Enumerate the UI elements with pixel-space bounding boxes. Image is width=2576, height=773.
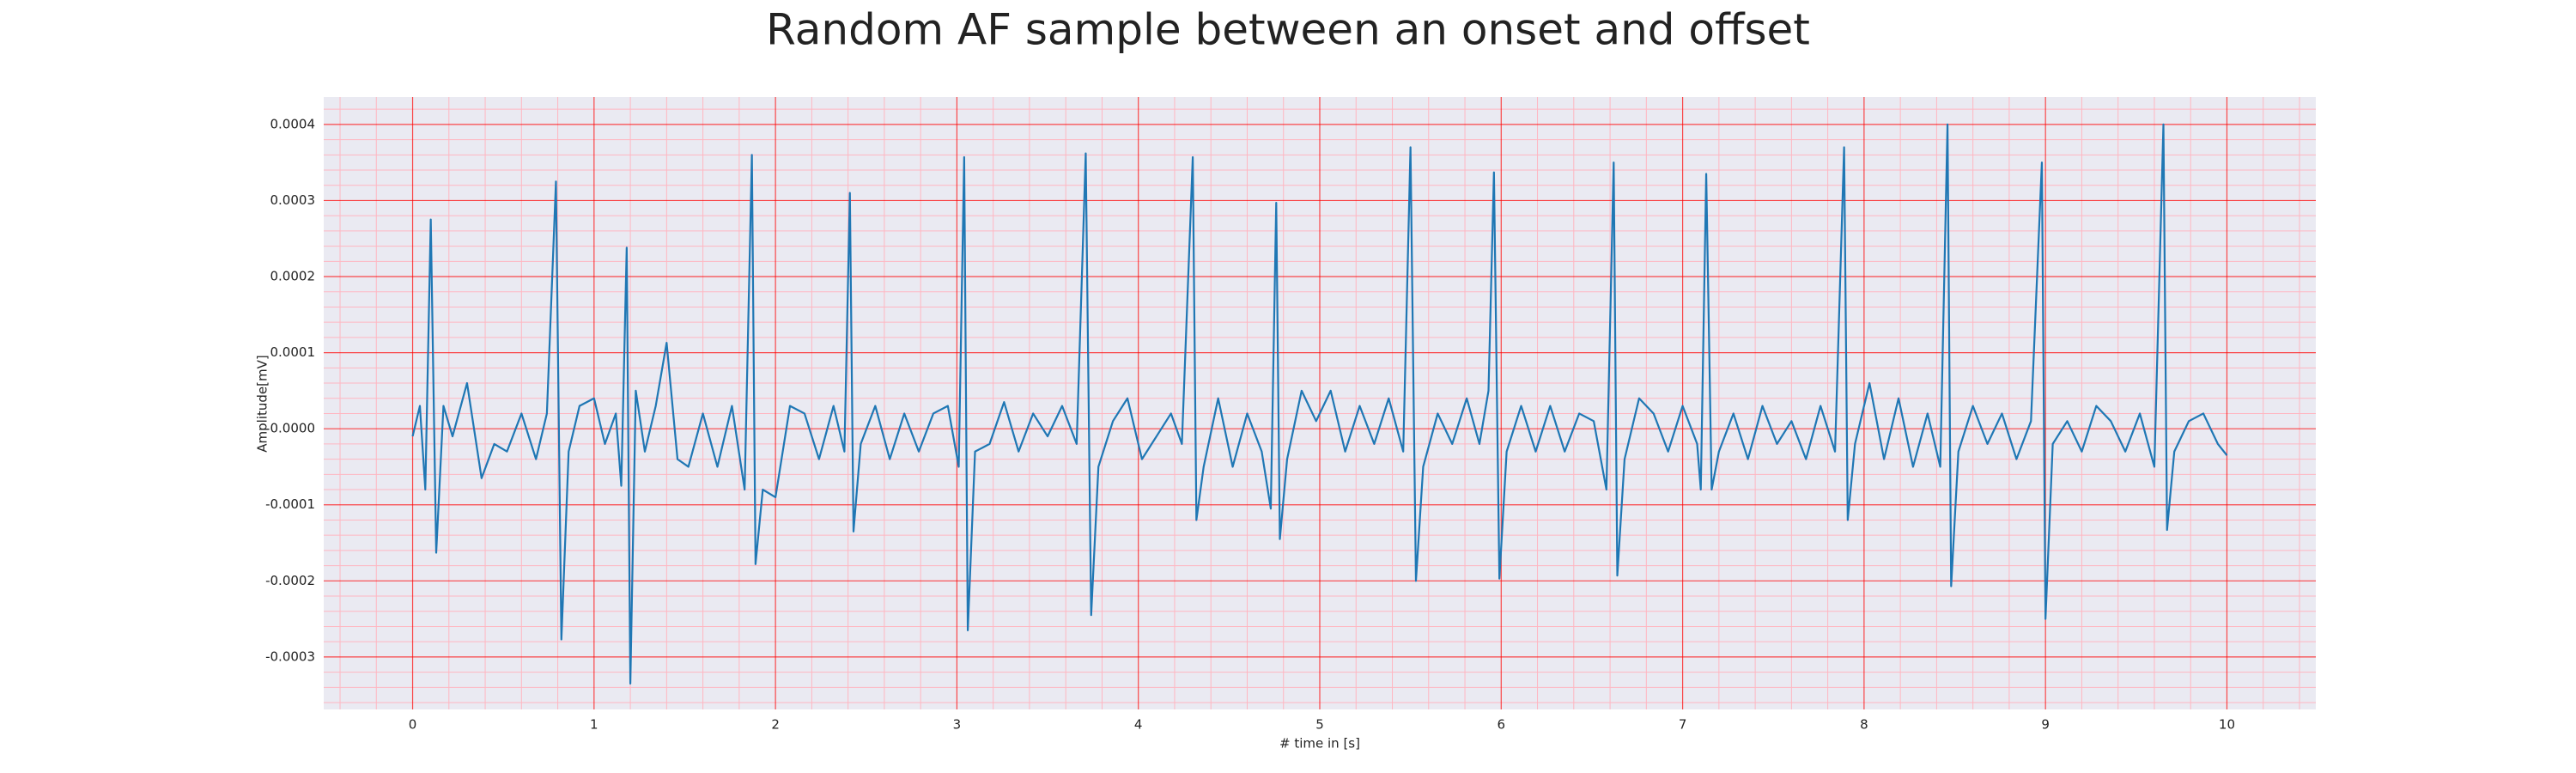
x-tick-label: 10 [2219, 717, 2235, 733]
x-tick-label: 5 [1315, 717, 1324, 733]
y-tick-label: -0.0003 [265, 648, 315, 664]
x-axis-label: # time in [s] [1279, 736, 1360, 752]
x-tick-label: 4 [1134, 717, 1143, 733]
x-tick-label: 9 [2041, 717, 2050, 733]
chart-title: Random AF sample between an onset and of… [766, 5, 1810, 55]
y-tick-label: -0.0001 [265, 496, 315, 512]
y-tick-label: 0.0001 [270, 344, 316, 360]
x-tick-label: 0 [409, 717, 417, 733]
y-tick-label: 0.0004 [270, 116, 316, 131]
signal-line [411, 123, 2228, 685]
y-tick-label: -0.0002 [265, 573, 315, 588]
x-tick-label: 8 [1860, 717, 1868, 733]
y-tick-label: 0.0000 [270, 421, 316, 436]
x-tick-label: 7 [1679, 717, 1687, 733]
x-tick-label: 3 [953, 717, 962, 733]
x-tick-label: 1 [590, 717, 598, 733]
y-tick-label: 0.0002 [270, 269, 316, 284]
x-tick-label: 2 [771, 717, 780, 733]
x-tick-label: 6 [1498, 717, 1506, 733]
y-tick-label: 0.0003 [270, 192, 316, 208]
y-axis-label: Amplitude[mV] [255, 355, 270, 452]
